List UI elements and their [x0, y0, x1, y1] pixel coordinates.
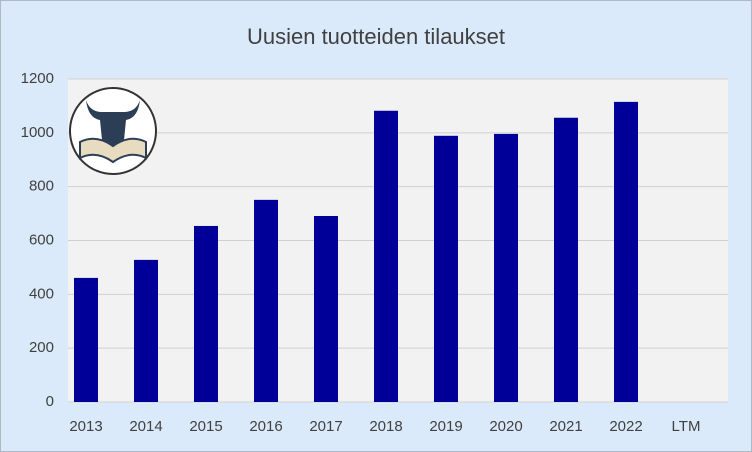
logo [69, 87, 157, 175]
bar [614, 101, 638, 403]
x-tick-label: 2018 [369, 418, 402, 435]
x-tick-label: 2014 [129, 418, 162, 435]
x-tick-label: 2020 [489, 418, 522, 435]
x-tick-label: 2016 [249, 418, 282, 435]
x-tick-label: 2017 [309, 418, 342, 435]
bar [134, 259, 158, 402]
x-tick-label: LTM [672, 418, 701, 435]
chart-title: Uusien tuotteiden tilaukset [247, 24, 505, 49]
y-tick-label: 800 [29, 178, 54, 195]
x-tick-label: 2021 [549, 418, 582, 435]
bar [554, 117, 578, 402]
y-tick-label: 0 [46, 393, 54, 410]
x-tick-label: 2022 [609, 418, 642, 435]
bar [194, 225, 218, 402]
bar [494, 133, 518, 402]
x-tick-label: 2013 [69, 418, 102, 435]
bar [74, 277, 98, 402]
bar [314, 216, 338, 402]
bar [374, 110, 398, 403]
x-tick-label: 2019 [429, 418, 462, 435]
y-tick-label: 600 [29, 231, 54, 248]
bar [254, 199, 278, 402]
x-tick-label: 2015 [189, 418, 222, 435]
y-tick-label: 1000 [21, 124, 54, 141]
y-tick-label: 1200 [21, 70, 54, 87]
bar [434, 135, 458, 402]
y-tick-label: 400 [29, 285, 54, 302]
y-tick-label: 200 [29, 339, 54, 356]
